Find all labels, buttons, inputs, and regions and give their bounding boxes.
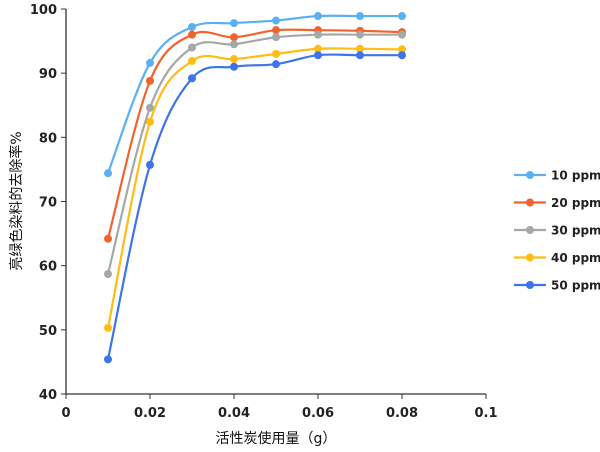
series-line-30-ppm (106, 33, 402, 275)
legend-marker (526, 253, 534, 262)
series-10-ppm (104, 12, 406, 178)
y-tick-label: 80 (39, 131, 57, 146)
data-point (398, 51, 406, 60)
legend-marker (526, 171, 534, 179)
data-point (356, 30, 364, 39)
legend-item: 20 ppm (514, 196, 600, 210)
series-40-ppm (104, 44, 406, 332)
series-group (104, 12, 406, 364)
y-tick-label: 100 (30, 3, 57, 18)
legend-item: 30 ppm (514, 224, 600, 238)
legend-item: 50 ppm (514, 279, 600, 293)
legend-label: 40 ppm (551, 251, 600, 265)
legend-label: 30 ppm (551, 224, 600, 238)
x-tick-label: 0 (61, 406, 70, 421)
legend-label: 20 ppm (551, 196, 600, 210)
data-point (188, 22, 196, 31)
data-point (314, 30, 322, 39)
data-point (104, 355, 112, 364)
data-point (356, 12, 364, 21)
y-tick-label: 90 (39, 67, 57, 82)
data-point (146, 103, 154, 112)
legend: 10 ppm 20 ppm 30 ppm 40 ppm 50 ppm (514, 169, 600, 293)
x-axis-label: 活性炭使用量（g） (216, 430, 337, 447)
legend-item: 40 ppm (514, 251, 600, 265)
x-tick-label: 0.04 (218, 406, 250, 421)
legend-marker (526, 281, 534, 289)
legend-item: 10 ppm (514, 169, 600, 183)
x-tick-label: 0.08 (386, 406, 418, 421)
data-point (314, 12, 322, 21)
series-line-40-ppm (106, 47, 403, 329)
y-tick-label: 70 (39, 196, 57, 211)
y-tick-label: 50 (39, 324, 57, 339)
data-point (272, 16, 280, 25)
data-point (356, 44, 364, 53)
data-point (230, 33, 238, 42)
y-tick-label: 60 (39, 260, 57, 275)
data-point (230, 19, 238, 28)
data-point (146, 117, 154, 126)
data-point (146, 160, 154, 169)
series-50-ppm (104, 51, 406, 364)
data-point (146, 76, 154, 85)
data-point (356, 51, 364, 60)
data-point (188, 56, 196, 65)
data-point (398, 12, 406, 21)
data-point (230, 55, 238, 64)
data-point (314, 51, 322, 60)
data-point (272, 33, 280, 42)
x-tick-label: 0.1 (474, 406, 497, 421)
data-point (104, 323, 112, 332)
series-30-ppm (104, 30, 406, 279)
series-line-10-ppm (106, 14, 402, 174)
data-point (398, 30, 406, 39)
data-point (188, 74, 196, 83)
data-point (230, 40, 238, 49)
x-tick-label: 0.02 (134, 406, 166, 421)
legend-marker (526, 226, 534, 234)
data-point (188, 43, 196, 52)
y-axis-label: 亮绿色染料的去除率% (8, 131, 25, 270)
data-point (314, 44, 322, 53)
data-point (230, 62, 238, 71)
data-point (188, 30, 196, 39)
data-point (146, 58, 154, 67)
legend-label: 10 ppm (551, 169, 600, 183)
series-line-20-ppm (106, 28, 403, 239)
legend-label: 50 ppm (551, 279, 600, 293)
data-point (104, 234, 112, 243)
legend-marker (526, 198, 534, 207)
y-tick-label: 40 (39, 388, 57, 403)
data-point (398, 45, 406, 54)
data-point (104, 169, 112, 178)
data-point (272, 26, 280, 35)
data-point (272, 49, 280, 58)
data-point (272, 60, 280, 69)
x-tick-label: 0.06 (302, 406, 334, 421)
data-point (104, 270, 112, 279)
axes: 40 50 60 70 80 90 100 0 0.02 0.04 0.06 0.08 0.1 (30, 3, 498, 421)
